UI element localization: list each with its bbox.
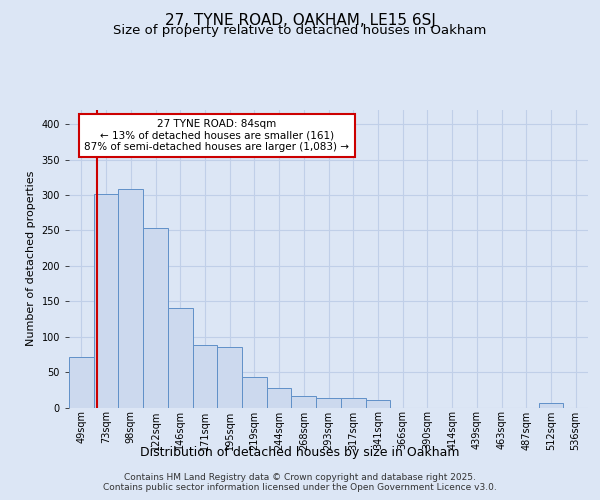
Bar [242, 377, 267, 408]
Bar [267, 388, 292, 407]
Bar [341, 398, 365, 407]
Text: Distribution of detached houses by size in Oakham: Distribution of detached houses by size … [140, 446, 460, 459]
Bar [94, 194, 118, 408]
Bar [292, 396, 316, 407]
Y-axis label: Number of detached properties: Number of detached properties [26, 171, 36, 346]
Bar [193, 345, 217, 408]
Text: Size of property relative to detached houses in Oakham: Size of property relative to detached ho… [113, 24, 487, 37]
Bar [539, 402, 563, 407]
Bar [143, 228, 168, 408]
Text: 27, TYNE ROAD, OAKHAM, LE15 6SJ: 27, TYNE ROAD, OAKHAM, LE15 6SJ [164, 12, 436, 28]
Text: Contains HM Land Registry data © Crown copyright and database right 2025.
Contai: Contains HM Land Registry data © Crown c… [103, 473, 497, 492]
Bar [217, 348, 242, 408]
Text: 27 TYNE ROAD: 84sqm
← 13% of detached houses are smaller (161)
87% of semi-detac: 27 TYNE ROAD: 84sqm ← 13% of detached ho… [85, 119, 349, 152]
Bar [118, 190, 143, 408]
Bar [365, 400, 390, 407]
Bar [69, 356, 94, 408]
Bar [168, 308, 193, 408]
Bar [316, 398, 341, 407]
